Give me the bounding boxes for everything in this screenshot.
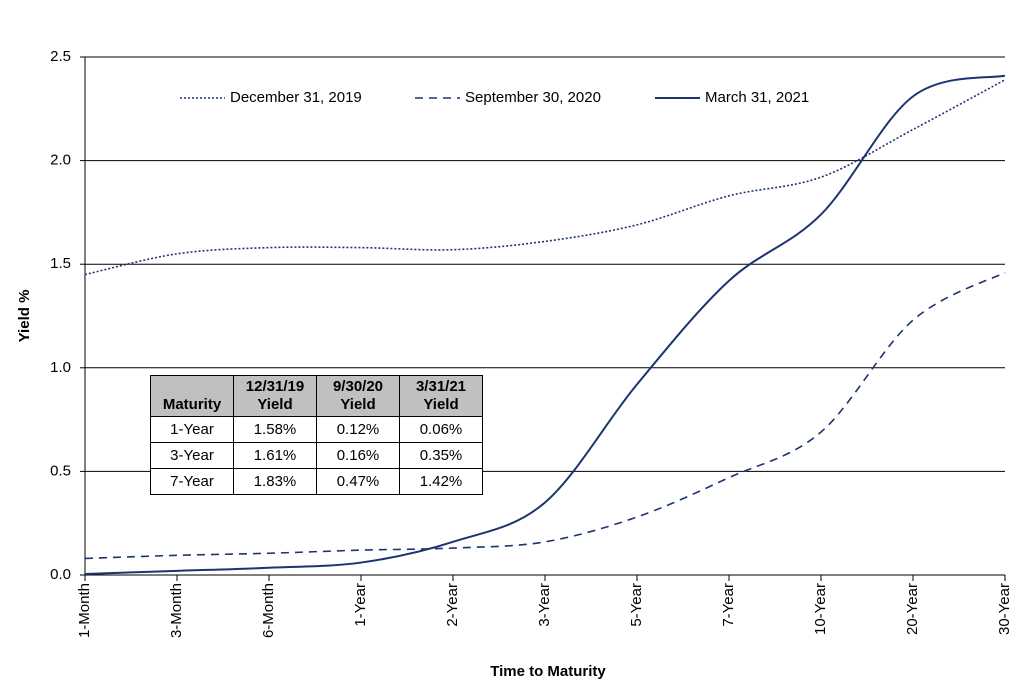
y-tick-label: 2.0 [50, 152, 71, 169]
series-line [84, 271, 1006, 560]
table-cell: 3-Year [150, 442, 234, 469]
legend-label: March 31, 2021 [705, 89, 809, 106]
y-axis-title: Yield % [16, 290, 33, 343]
table-cell: 7-Year [150, 468, 234, 495]
table-cell: 0.06% [399, 416, 483, 443]
y-tick-label: 0.0 [50, 566, 71, 583]
legend-label: September 30, 2020 [465, 89, 601, 106]
table-cell: 1.58% [233, 416, 317, 443]
x-tick-label: 5-Year [628, 583, 645, 627]
table-header-row: Maturity 12/31/19 Yield 9/30/20 Yield 3/31/… [150, 375, 483, 417]
y-tick-label: 0.5 [50, 462, 71, 479]
table-cell: 1.42% [399, 468, 483, 495]
table-cell: 1-Year [150, 416, 234, 443]
x-tick-label: 7-Year [720, 583, 737, 627]
x-tick-label: 6-Month [260, 583, 277, 638]
x-tick-label: 3-Year [536, 583, 553, 627]
legend-label: December 31, 2019 [230, 89, 362, 106]
y-tick-label: 1.5 [50, 255, 71, 272]
table-header-cell: 9/30/20 Yield [316, 375, 400, 417]
y-tick-label: 1.0 [50, 359, 71, 376]
table-row: 7-Year 1.83% 0.47% 1.42% [150, 468, 483, 495]
table-row: 1-Year 1.58% 0.12% 0.06% [150, 416, 483, 443]
series-line [84, 79, 1006, 276]
table-header-cell: 3/31/21 Yield [399, 375, 483, 417]
table-cell: 1.83% [233, 468, 317, 495]
table-row: 3-Year 1.61% 0.16% 0.35% [150, 442, 483, 469]
table-header-cell: Maturity [150, 375, 234, 417]
x-tick-label: 3-Month [168, 583, 185, 638]
table-cell: 0.16% [316, 442, 400, 469]
series-line [84, 74, 1006, 575]
table-cell: 0.35% [399, 442, 483, 469]
x-tick-label: 10-Year [812, 583, 829, 635]
data-table: Maturity 12/31/19 Yield 9/30/20 Yield 3/31/… [150, 375, 483, 495]
x-axis-title: Time to Maturity [490, 663, 606, 680]
y-tick-label: 2.5 [50, 48, 71, 65]
table-cell: 0.47% [316, 468, 400, 495]
table-header-cell: 12/31/19 Yield [233, 375, 317, 417]
table-cell: 1.61% [233, 442, 317, 469]
x-tick-label: 1-Month [76, 583, 93, 638]
x-tick-label: 20-Year [904, 583, 921, 635]
x-tick-label: 30-Year [996, 583, 1013, 635]
x-tick-label: 1-Year [352, 583, 369, 627]
table-cell: 0.12% [316, 416, 400, 443]
x-tick-label: 2-Year [444, 583, 461, 627]
